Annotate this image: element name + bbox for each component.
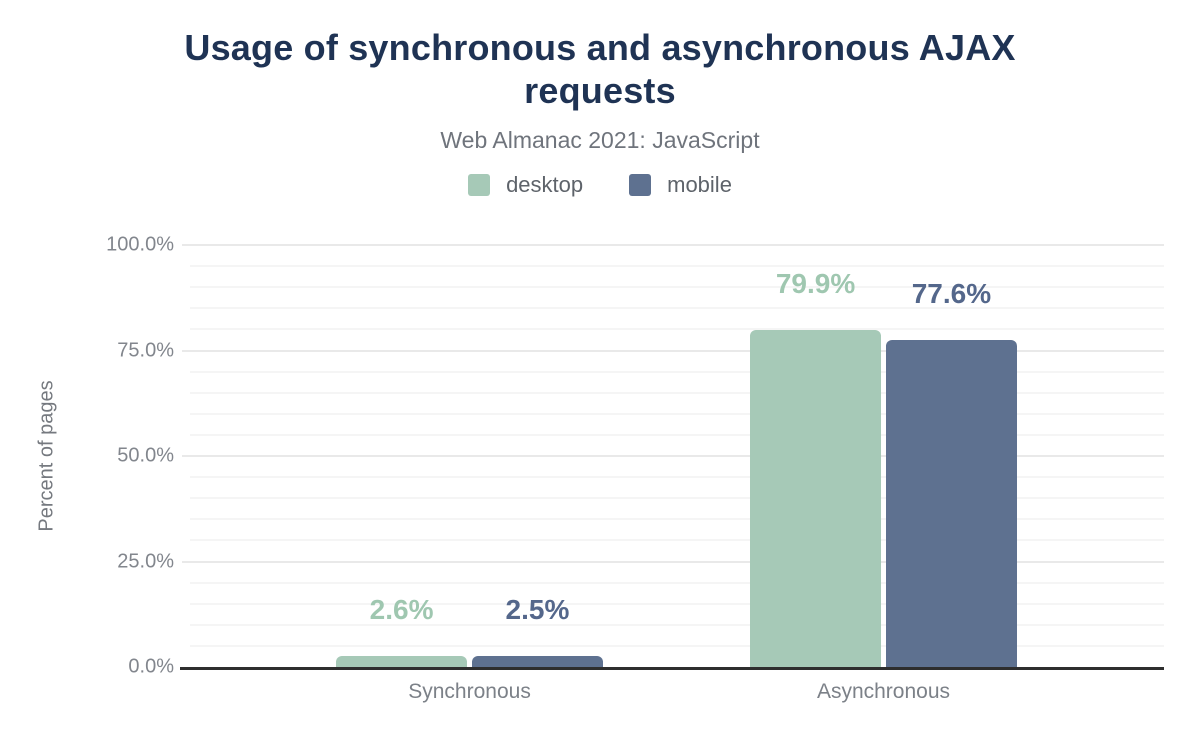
gridline xyxy=(182,455,1164,457)
mobile-swatch-icon xyxy=(629,174,652,197)
bar-value-label-desktop-asynchronous: 79.9% xyxy=(775,267,856,299)
bar-value-label-desktop-synchronous: 2.6% xyxy=(369,594,434,626)
gridline xyxy=(190,497,1164,500)
gridline xyxy=(190,391,1164,394)
gridline xyxy=(182,244,1164,246)
desktop-swatch-icon xyxy=(468,174,491,197)
gridline xyxy=(190,602,1164,605)
y-tick-label: 75.0% xyxy=(117,339,174,361)
bar-value-label-mobile-asynchronous: 77.6% xyxy=(911,277,992,309)
y-axis-title: Percent of pages xyxy=(35,380,58,532)
y-tick-label: 50.0% xyxy=(117,444,174,467)
gridline xyxy=(190,307,1164,310)
y-tick-label: 25.0% xyxy=(117,550,174,572)
plot-area: 0.0% 25.0% 50.0% 75.0% 100.0% Synchronous 2.6%… xyxy=(106,234,1164,703)
y-tick-label: 100.0% xyxy=(106,233,174,256)
legend-item-desktop: desktop xyxy=(468,172,583,198)
x-category-label-synchronous: Synchronous xyxy=(408,680,531,703)
legend-item-mobile: mobile xyxy=(629,172,732,198)
gridline xyxy=(190,286,1164,289)
gridline xyxy=(190,644,1164,647)
legend-label-desktop: desktop xyxy=(506,172,584,198)
gridline xyxy=(182,560,1164,563)
chart-subtitle: Web Almanac 2021: JavaScript xyxy=(440,127,760,154)
bar-desktop-asynchronous xyxy=(750,329,882,667)
chart-title: Usage of synchronous and asynchronous AJ… xyxy=(184,27,1016,112)
bar-value-label-mobile-synchronous: 2.5% xyxy=(505,594,570,626)
bar-desktop-synchronous xyxy=(336,656,468,667)
legend-label-mobile: mobile xyxy=(667,172,732,198)
gridline xyxy=(190,370,1164,373)
gridline xyxy=(190,476,1164,479)
y-tick-label: 0.0% xyxy=(128,655,174,678)
gridline xyxy=(190,433,1164,436)
bar-mobile-asynchronous xyxy=(885,339,1017,667)
gridline xyxy=(190,518,1164,521)
gridline xyxy=(190,581,1164,584)
legend: desktop mobile xyxy=(0,172,1200,198)
gridline xyxy=(190,412,1164,415)
gridline xyxy=(190,539,1164,542)
chart-header: Usage of synchronous and asynchronous AJ… xyxy=(0,0,1200,198)
gridline xyxy=(182,349,1164,352)
gridline xyxy=(190,265,1164,268)
x-category-label-asynchronous: Asynchronous xyxy=(816,680,951,703)
gridline xyxy=(190,623,1164,626)
gridline xyxy=(190,328,1164,331)
bar-mobile-synchronous xyxy=(471,656,603,667)
